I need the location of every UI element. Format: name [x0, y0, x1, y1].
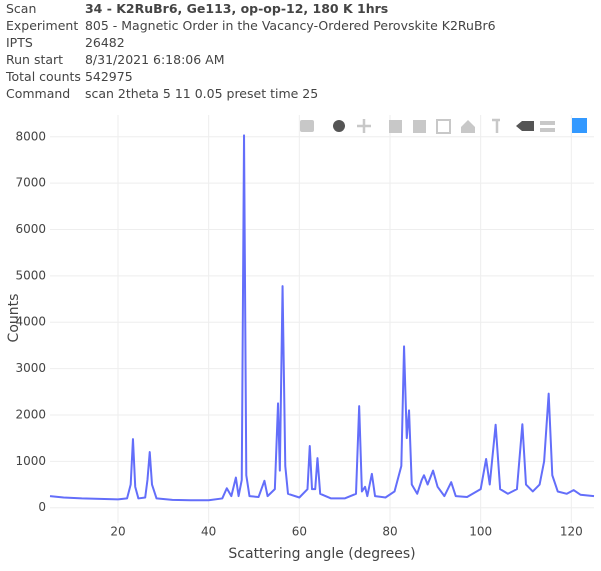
info-row: Total counts 542975 [4, 68, 498, 85]
y-tick-label: 2000 [15, 407, 46, 421]
info-value: 8/31/2021 6:18:06 AM [84, 52, 225, 67]
info-label: Scan [6, 1, 37, 16]
info-label: IPTS [6, 35, 33, 50]
pan-button[interactable] [357, 119, 371, 133]
x-tick-label: 80 [382, 525, 397, 539]
data-line [49, 134, 595, 502]
info-value: 805 - Magnetic Order in the Vacancy-Orde… [84, 18, 496, 33]
y-axis-title: Counts [6, 294, 22, 343]
y-tick-label: 8000 [15, 129, 46, 143]
camera-button[interactable] [300, 120, 314, 132]
y-tick-label: 5000 [15, 268, 46, 282]
zoom-out-button[interactable] [413, 120, 426, 133]
info-row: IPTS 26482 [4, 34, 498, 51]
x-tick-label: 120 [560, 525, 583, 539]
y-tick-label: 6000 [15, 222, 46, 236]
info-label: Command [6, 86, 71, 101]
y-tick-label: 4000 [15, 315, 46, 329]
modebar [300, 118, 587, 134]
autoscale-button[interactable] [436, 119, 451, 134]
x-tick-label: 40 [201, 525, 216, 539]
x-tick-label: 20 [110, 525, 125, 539]
x-tick-label: 60 [292, 525, 307, 539]
x-axis-title: Scattering angle (degrees) [228, 546, 415, 562]
info-label: Run start [6, 52, 64, 67]
info-value: 26482 [84, 35, 125, 50]
info-label: Experiment [6, 18, 79, 33]
info-row: Experiment 805 - Magnetic Order in the Va… [4, 17, 498, 34]
y-tick-label: 7000 [15, 176, 46, 190]
info-row: Command scan 2theta 5 11 0.05 preset time… [4, 85, 498, 102]
y-tick-label: 3000 [15, 361, 46, 375]
y-tick-label: 1000 [15, 454, 46, 468]
reset-button[interactable] [461, 120, 475, 133]
y-tick-label: 0 [38, 500, 46, 514]
hover-closest-button[interactable] [516, 121, 534, 131]
info-label: Total counts [6, 69, 81, 84]
x-tick-label: 100 [469, 525, 492, 539]
info-value: 542975 [84, 69, 133, 84]
zoom-in-button[interactable] [389, 120, 402, 133]
spike-button[interactable] [492, 118, 500, 133]
plotly-logo[interactable] [572, 118, 587, 133]
info-row: Scan 34 - K2RuBr6, Ge113, op-op-12, 180 K… [4, 0, 498, 17]
run-info: Scan 34 - K2RuBr6, Ge113, op-op-12, 180 K… [4, 0, 498, 102]
hover-compare-button[interactable] [540, 121, 555, 132]
zoom-button[interactable] [333, 120, 345, 132]
info-value: 34 - K2RuBr6, Ge113, op-op-12, 180 K 1hr… [84, 1, 389, 16]
info-row: Run start 8/31/2021 6:18:06 AM [4, 51, 498, 68]
info-value: scan 2theta 5 11 0.05 preset time 25 [84, 86, 319, 101]
